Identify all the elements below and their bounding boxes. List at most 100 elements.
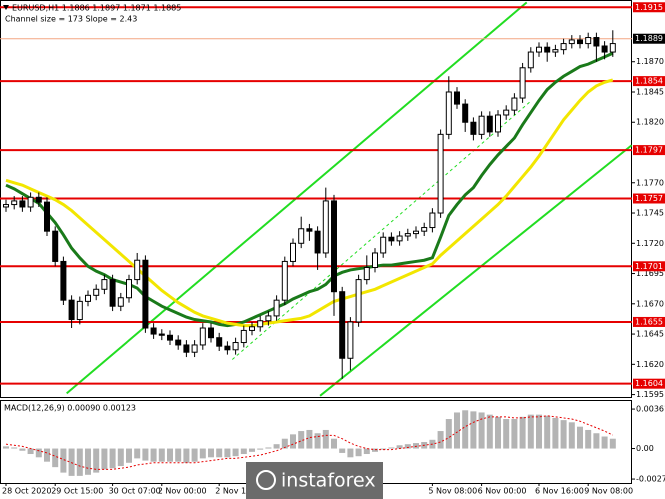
- candle-body: [134, 259, 141, 281]
- candle-body: [167, 334, 173, 341]
- macd-bar: [257, 448, 264, 450]
- macd-bar: [76, 448, 83, 476]
- candle-body: [601, 45, 608, 53]
- candle-body: [240, 329, 247, 344]
- macd-bar: [388, 447, 395, 449]
- macd-bar: [183, 448, 190, 463]
- macd-bar: [445, 419, 452, 449]
- macd-bar: [3, 446, 9, 449]
- candle-body: [331, 200, 337, 293]
- macd-bar: [290, 434, 296, 449]
- macd-bar: [11, 447, 18, 449]
- level-label: 1.1604: [635, 379, 663, 388]
- macd-bar: [52, 448, 59, 468]
- candle-body: [454, 91, 460, 105]
- macd-bar: [347, 448, 354, 458]
- candle-body: [527, 51, 534, 69]
- chart-subtitle: Channel size = 173 Slope = 2.43: [5, 15, 137, 24]
- macd-bar: [224, 448, 231, 458]
- x-tick-label: 5 Nov 08:00: [428, 487, 477, 496]
- x-tick-label: 9 Nov 08:00: [584, 487, 633, 496]
- current-price-box: [633, 33, 665, 44]
- candle-body: [470, 121, 477, 135]
- x-tick-label: 6 Nov 00:00: [478, 487, 527, 496]
- candle-body: [298, 228, 305, 244]
- macd-bar: [216, 448, 223, 458]
- level-label: 1.1797: [635, 146, 663, 155]
- y-tick-label: 1.1745: [636, 209, 664, 218]
- macd-bar: [126, 448, 132, 463]
- candle-body: [503, 109, 510, 116]
- macd-bar: [249, 448, 255, 452]
- candle-body: [27, 196, 34, 208]
- macd-bar: [437, 431, 444, 449]
- candle-body: [117, 297, 124, 307]
- x-tick-label: 6 Nov 16:00: [535, 487, 584, 496]
- macd-bar: [495, 416, 501, 449]
- candle-body: [355, 279, 362, 323]
- macd-bar: [527, 414, 534, 449]
- chart-title: EURUSD,H1 1.1886 1.1897 1.1871 1.1885: [12, 4, 181, 13]
- candle-body: [413, 230, 419, 235]
- macd-bar: [544, 415, 551, 449]
- watermark: instaforex: [246, 462, 383, 499]
- candle-body: [322, 200, 329, 254]
- trendline: [319, 144, 633, 397]
- y-tick-label: 1.1670: [636, 299, 664, 308]
- candle-body: [396, 235, 403, 242]
- candle-body: [421, 227, 428, 232]
- candle-body: [560, 43, 567, 51]
- macd-bar: [519, 416, 526, 449]
- macd-bar: [404, 444, 411, 449]
- macd-bar: [44, 448, 50, 462]
- macd-y-tick-label: -0.00279: [636, 475, 665, 484]
- candle-body: [314, 230, 321, 254]
- macd-bar: [577, 426, 583, 449]
- candle-body: [339, 291, 346, 359]
- macd-y-tick-label: 0.00: [636, 444, 654, 453]
- candle-body: [281, 260, 288, 301]
- candle-body: [60, 260, 67, 301]
- macd-bar: [511, 419, 518, 449]
- macd-bar: [413, 443, 419, 449]
- macd-bar: [470, 411, 477, 449]
- macd-signal: [5, 415, 614, 470]
- y-tick-label: 1.1595: [636, 390, 664, 399]
- y-tick-label: 1.1720: [636, 239, 664, 248]
- candle-body: [44, 201, 50, 232]
- candle-body: [577, 39, 583, 45]
- level-label: 1.1757: [635, 194, 663, 203]
- candle-body: [347, 321, 354, 359]
- candle-body: [511, 97, 518, 111]
- candle-body: [429, 212, 436, 229]
- macd-bar: [158, 448, 165, 462]
- candle-body: [593, 37, 600, 47]
- macd-bar: [609, 438, 616, 449]
- candle-body: [93, 288, 100, 296]
- candle-body: [158, 333, 165, 336]
- macd-bar: [536, 414, 542, 449]
- macd-bar: [322, 429, 329, 449]
- candle-body: [101, 279, 108, 290]
- candle-body: [437, 133, 444, 214]
- macd-bar: [191, 448, 198, 462]
- candle-body: [536, 46, 542, 53]
- candle-body: [445, 91, 452, 135]
- candle-body: [199, 327, 206, 346]
- macd-bar: [568, 422, 575, 449]
- level-label: 1.1701: [635, 262, 663, 271]
- macd-bar: [331, 438, 337, 449]
- macd-bar: [35, 448, 42, 458]
- y-tick-label: 1.1820: [636, 118, 664, 127]
- candle-body: [224, 345, 231, 351]
- macd-bar: [462, 410, 469, 449]
- candle-body: [462, 103, 469, 123]
- macd-bar: [552, 417, 559, 449]
- macd-bar: [560, 420, 567, 449]
- candle-body: [290, 242, 296, 262]
- macd-bar: [175, 448, 182, 462]
- macd-bar: [339, 448, 346, 453]
- candle-body: [216, 337, 223, 347]
- candle-body: [519, 67, 526, 99]
